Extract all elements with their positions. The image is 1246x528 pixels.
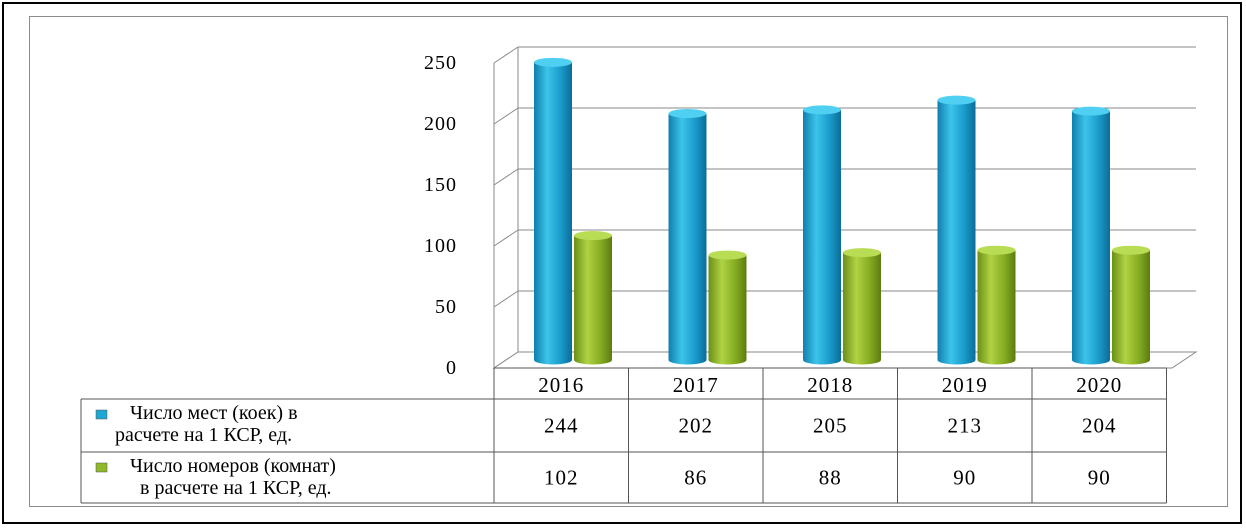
bar-rooms (574, 231, 612, 365)
legend-key (95, 462, 108, 473)
gridline-side (493, 290, 519, 308)
data-table: 2016 2017 2018 2019 2020 244 202 205 213 204 Число… (80, 367, 1167, 504)
y-axis: 0 50 100 150 200 250 (424, 52, 457, 379)
bar-body (574, 235, 612, 365)
bar-top (534, 57, 572, 67)
bar-top (1112, 245, 1150, 255)
y-tick-label: 100 (424, 235, 457, 257)
y-tick-label: 150 (424, 174, 457, 196)
y-tick-label: 0 (446, 357, 457, 379)
table-cell: 90 (953, 466, 976, 490)
y-tick-label: 50 (435, 296, 457, 318)
gridline-side (493, 107, 519, 125)
table-cell: 88 (819, 466, 842, 490)
category-label: 2017 (673, 373, 719, 397)
bar-body (977, 250, 1016, 365)
legend-label: расчете на 1 КСР, ед. (115, 424, 292, 446)
bar-body (668, 113, 707, 365)
bar-body (534, 62, 572, 365)
bar-top (708, 250, 747, 260)
table-cell: 102 (544, 466, 579, 490)
legend-label: Число мест (коек) в (130, 402, 298, 424)
category-label: 2018 (807, 373, 853, 397)
bar-beds (534, 57, 572, 365)
y-tick-label: 250 (424, 52, 457, 74)
table-cell: 213 (948, 414, 983, 438)
bar-beds (937, 95, 976, 365)
bar-top (1072, 106, 1110, 116)
gridline-side (493, 46, 519, 64)
legend-label: в расчете на 1 КСР, ед. (140, 477, 332, 499)
bar-body (1072, 111, 1110, 365)
bar-rooms (1112, 245, 1150, 365)
bar-body (843, 252, 881, 365)
bar-rooms (843, 248, 881, 365)
bar-top (668, 109, 707, 119)
bar-rooms (708, 250, 747, 365)
y-tick-label: 200 (424, 113, 457, 135)
bar-beds (668, 109, 707, 365)
bar-top (977, 245, 1016, 255)
bar-body (937, 100, 976, 365)
table-cell: 86 (684, 466, 707, 490)
table-cell: 204 (1082, 414, 1117, 438)
gridline-side (493, 229, 519, 247)
bar-body (803, 109, 841, 365)
gridline-side (493, 168, 519, 186)
table-cell: 244 (544, 414, 579, 438)
bar-rooms (977, 245, 1016, 365)
bar-top (937, 95, 976, 105)
category-label: 2020 (1076, 373, 1122, 397)
table-cell: 205 (813, 414, 848, 438)
bar-top (574, 231, 612, 241)
bar-top (803, 105, 841, 115)
bar-beds (803, 105, 841, 365)
bar-body (1112, 250, 1150, 365)
bar-beds (1072, 106, 1110, 365)
table-cell: 90 (1088, 466, 1111, 490)
category-label: 2019 (942, 373, 988, 397)
category-label: 2016 (538, 373, 584, 397)
legend-key (95, 409, 108, 420)
bars (534, 57, 1150, 365)
bar-top (843, 248, 881, 258)
bar-body (708, 255, 747, 365)
table-cell: 202 (679, 414, 714, 438)
legend-label: Число номеров (комнат) (130, 455, 336, 477)
